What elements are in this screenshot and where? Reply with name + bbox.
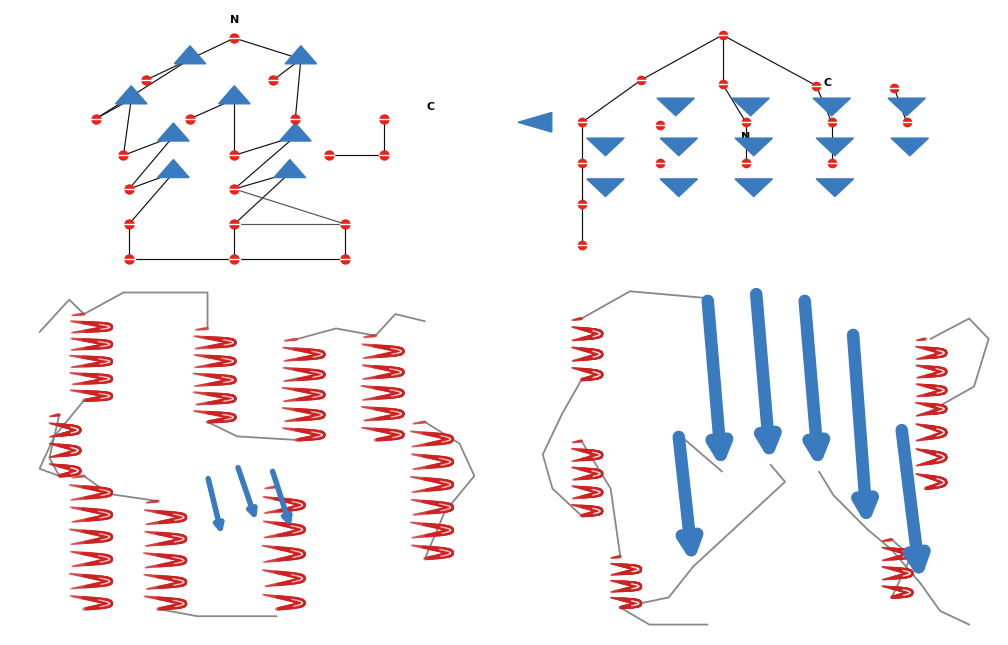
- Polygon shape: [657, 98, 695, 115]
- Polygon shape: [891, 138, 928, 155]
- Polygon shape: [660, 179, 698, 197]
- Text: C: C: [824, 78, 832, 88]
- Polygon shape: [816, 179, 854, 197]
- Polygon shape: [732, 98, 769, 115]
- Polygon shape: [174, 46, 206, 64]
- Polygon shape: [274, 159, 305, 177]
- Polygon shape: [116, 86, 147, 104]
- Polygon shape: [518, 112, 551, 132]
- Text: N: N: [741, 132, 751, 142]
- Polygon shape: [157, 159, 190, 177]
- Text: C: C: [426, 102, 434, 112]
- Polygon shape: [735, 179, 772, 197]
- Polygon shape: [888, 98, 925, 115]
- Polygon shape: [816, 138, 854, 155]
- Polygon shape: [219, 86, 250, 104]
- Polygon shape: [660, 138, 698, 155]
- Polygon shape: [813, 98, 851, 115]
- Polygon shape: [735, 138, 772, 155]
- Text: N: N: [230, 15, 239, 25]
- Polygon shape: [157, 123, 190, 141]
- Polygon shape: [285, 46, 317, 64]
- Polygon shape: [279, 123, 311, 141]
- Polygon shape: [587, 138, 624, 155]
- Polygon shape: [587, 179, 624, 197]
